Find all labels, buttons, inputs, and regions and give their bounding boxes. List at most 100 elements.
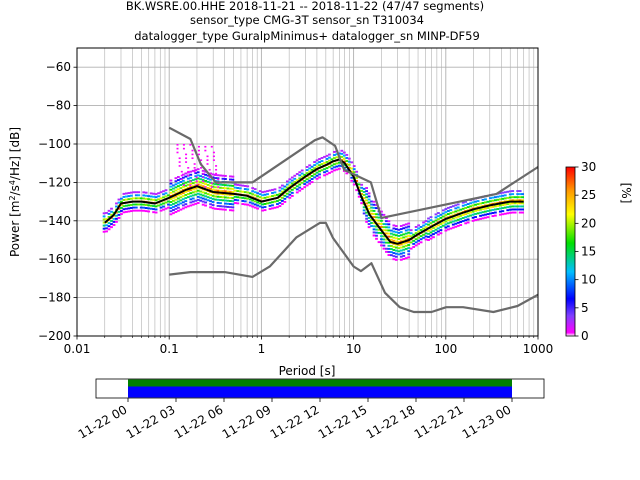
heatmap-cell — [489, 209, 492, 212]
heatmap-cell — [281, 184, 284, 187]
heatmap-cell — [132, 191, 136, 194]
heatmap-cell — [209, 206, 212, 209]
heatmap-cell — [409, 235, 413, 238]
heatmap-cell — [176, 206, 180, 209]
heatmap-cell — [231, 187, 235, 190]
heatmap-cell — [191, 203, 195, 206]
heatmap-cell — [315, 162, 319, 165]
heatmap-cell — [313, 161, 316, 163]
heatmap-cell — [176, 179, 180, 182]
heatmap-cell — [493, 202, 497, 205]
heatmap-cell — [216, 189, 220, 192]
heatmap-cell — [258, 190, 262, 193]
heatmap-outlier — [176, 151, 179, 154]
heatmap-cell — [105, 224, 108, 227]
heatmap-cell — [434, 213, 438, 216]
heatmap-cell — [479, 211, 482, 214]
heatmap-cell — [152, 211, 156, 214]
heatmap-cell — [308, 179, 312, 182]
heatmap-cell — [484, 207, 487, 210]
heatmap-cell — [149, 198, 153, 201]
heatmap-cell — [179, 187, 183, 190]
heatmap-cell — [149, 204, 153, 207]
heatmap-cell — [385, 241, 388, 244]
heatmap-cell — [226, 193, 230, 196]
heatmap-cell — [392, 239, 396, 242]
heatmap-cell — [179, 196, 183, 199]
heatmap-cell — [399, 237, 403, 240]
heatmap-cell — [231, 209, 235, 212]
heatmap-cell — [298, 183, 302, 186]
heatmap-cell — [367, 198, 371, 201]
heatmap-cell — [352, 183, 356, 186]
heatmap-cell — [229, 175, 232, 178]
heatmap-cell — [281, 190, 284, 193]
heatmap-cell — [258, 202, 262, 205]
heatmap-cell — [186, 183, 190, 186]
heatmap-cell — [503, 212, 507, 215]
heatmap-cell — [412, 246, 416, 248]
heatmap-cell — [256, 192, 260, 195]
heatmap-cell — [172, 209, 175, 212]
heatmap-cell — [248, 204, 252, 207]
heatmap-cell — [211, 201, 215, 203]
heatmap-cell — [293, 187, 297, 190]
heatmap-cell — [196, 183, 200, 186]
heatmap-cell — [503, 206, 507, 209]
heatmap-cell — [211, 204, 215, 207]
heatmap-cell — [375, 234, 378, 237]
heatmap-cell — [233, 189, 237, 192]
heatmap-cell — [404, 235, 408, 238]
heatmap-cell — [412, 239, 416, 242]
heatmap-cell — [414, 225, 418, 228]
heatmap-cell — [496, 198, 500, 201]
heatmap-cell — [214, 207, 217, 210]
heatmap-cell — [278, 189, 282, 192]
heatmap-cell — [224, 202, 227, 205]
heatmap-cell — [293, 174, 297, 177]
heatmap-cell — [127, 207, 131, 210]
heatmap-cell — [474, 216, 477, 218]
heatmap-cell — [367, 204, 371, 207]
heatmap-cell — [258, 196, 262, 199]
heatmap-cell — [318, 170, 321, 173]
heatmap-cell — [372, 209, 376, 212]
heatmap-cell — [389, 238, 393, 241]
heatmap-cell — [204, 179, 208, 182]
heatmap-cell — [370, 225, 373, 228]
heatmap-cell — [404, 238, 408, 241]
heatmap-cell — [489, 206, 492, 209]
heatmap-cell — [412, 242, 416, 245]
heatmap-cell — [409, 247, 413, 250]
heatmap-cell — [362, 187, 366, 190]
heatmap-cell — [511, 193, 515, 196]
heatmap-cell — [437, 218, 440, 221]
heatmap-cell — [226, 190, 230, 193]
heatmap-cell — [216, 198, 220, 201]
heatmap-cell — [498, 198, 502, 201]
heatmap-cell — [422, 221, 425, 224]
heatmap-cell — [174, 177, 178, 180]
heatmap-cell — [191, 200, 195, 203]
heatmap-cell — [493, 214, 497, 217]
heatmap-cell — [508, 193, 512, 196]
heatmap-cell — [102, 230, 106, 233]
heatmap-cell — [273, 206, 277, 209]
heatmap-cell — [196, 192, 200, 195]
heatmap-cell — [407, 240, 411, 243]
heatmap-cell — [370, 218, 373, 221]
heatmap-cell — [387, 229, 391, 232]
heatmap-cell — [293, 177, 297, 180]
heatmap-cell — [174, 183, 178, 186]
heatmap-cell — [144, 207, 148, 210]
heatmap-cell — [157, 204, 160, 207]
heatmap-cell — [214, 186, 217, 189]
heatmap-cell — [439, 216, 443, 219]
heatmap-cell — [167, 200, 170, 203]
heatmap-cell — [122, 208, 126, 211]
heatmap-cell — [454, 219, 458, 222]
heatmap-cell — [229, 209, 232, 212]
heatmap-cell — [399, 228, 403, 231]
timeline-tick-label: 11-22 18 — [364, 402, 418, 441]
heatmap-cell — [209, 194, 212, 196]
